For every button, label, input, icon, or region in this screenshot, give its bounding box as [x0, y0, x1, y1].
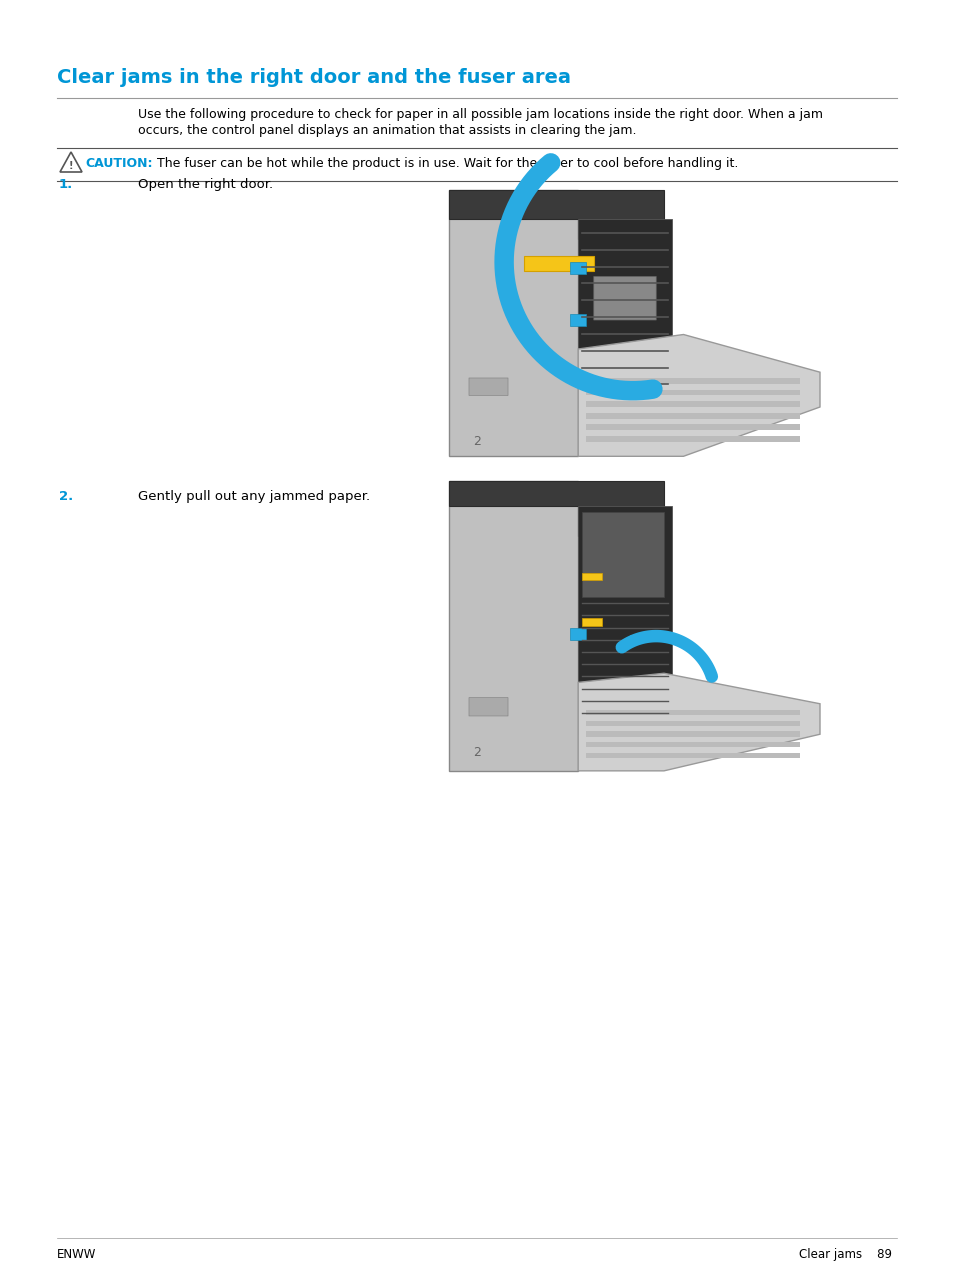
Polygon shape: [585, 742, 800, 747]
Polygon shape: [578, 334, 820, 456]
Bar: [570, 627, 585, 640]
Bar: [523, 257, 593, 271]
Bar: [578, 505, 671, 734]
Polygon shape: [585, 390, 800, 395]
Polygon shape: [585, 720, 800, 726]
Text: Use the following procedure to check for paper in all possible jam locations ins: Use the following procedure to check for…: [138, 108, 822, 121]
Text: CAUTION:: CAUTION:: [85, 157, 152, 170]
Polygon shape: [585, 413, 800, 419]
Polygon shape: [578, 673, 820, 771]
Text: Gently pull out any jammed paper.: Gently pull out any jammed paper.: [138, 490, 370, 503]
Polygon shape: [585, 710, 800, 715]
Text: 2: 2: [473, 436, 480, 448]
FancyBboxPatch shape: [593, 277, 656, 320]
FancyBboxPatch shape: [469, 378, 507, 395]
Text: Clear jams in the right door and the fuser area: Clear jams in the right door and the fus…: [57, 69, 571, 88]
Polygon shape: [585, 436, 800, 442]
Text: !: !: [69, 161, 73, 171]
Polygon shape: [585, 732, 800, 737]
Text: Open the right door.: Open the right door.: [138, 178, 273, 190]
Polygon shape: [449, 481, 578, 771]
Polygon shape: [449, 189, 578, 456]
Text: 2.: 2.: [59, 490, 73, 503]
Bar: [570, 262, 585, 273]
FancyBboxPatch shape: [469, 697, 507, 716]
Text: 1.: 1.: [59, 178, 73, 190]
Text: The fuser can be hot while the product is in use. Wait for the fuser to cool bef: The fuser can be hot while the product i…: [157, 157, 738, 170]
Polygon shape: [585, 378, 800, 384]
Polygon shape: [585, 424, 800, 431]
Bar: [581, 573, 601, 580]
Bar: [581, 512, 663, 597]
Polygon shape: [449, 189, 663, 239]
Polygon shape: [449, 481, 663, 536]
Polygon shape: [585, 401, 800, 406]
Bar: [578, 218, 671, 406]
Bar: [581, 618, 601, 626]
Text: Clear jams    89: Clear jams 89: [799, 1248, 891, 1261]
Bar: [570, 314, 585, 326]
Text: occurs, the control panel displays an animation that assists in clearing the jam: occurs, the control panel displays an an…: [138, 124, 636, 137]
Text: ENWW: ENWW: [57, 1248, 96, 1261]
Polygon shape: [585, 753, 800, 758]
Text: 2: 2: [473, 745, 480, 759]
